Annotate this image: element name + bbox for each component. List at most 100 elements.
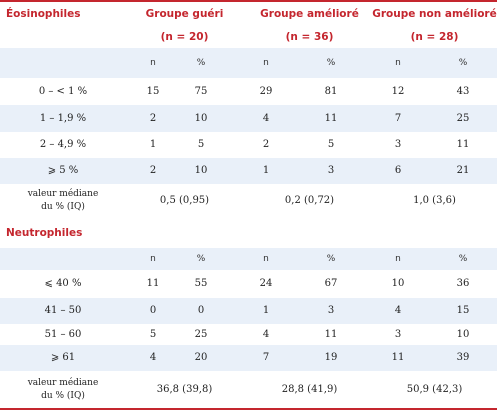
cell-value: 15 — [456, 305, 470, 316]
table-row: ⩽ 40 % 11 55 24 67 10 36 — [0, 270, 497, 298]
cell-value: 2 — [149, 112, 157, 124]
cell-value: 20 — [194, 352, 208, 363]
group-count-ameliore: (n = 36) — [285, 31, 334, 43]
col-pct-3: % — [458, 254, 468, 264]
cell-value: 2 — [262, 139, 270, 150]
cell-value: 12 — [391, 85, 405, 97]
cell-value: 10 — [194, 112, 208, 124]
col-n-3: n — [395, 254, 401, 264]
cell-value: 25 — [456, 112, 470, 124]
median-row-neutrophiles: valeur médiane du % (IQ) 36,8 (39,8) 28,… — [0, 371, 497, 408]
cell-value: 7 — [262, 352, 270, 363]
cell-value: 29 — [259, 85, 273, 97]
median-row-eosinophiles: valeur médiane du % (IQ) 0,5 (0,95) 0,2 … — [0, 184, 497, 218]
cell-value: 39 — [456, 352, 470, 363]
median-label-line1: valeur médiane — [27, 377, 99, 388]
cell-value: 4 — [262, 112, 270, 124]
median-label-line1: valeur médiane — [27, 189, 99, 199]
group-count-gueri: (n = 20) — [160, 31, 209, 43]
cell-value: 7 — [394, 112, 402, 124]
cell-value: 81 — [324, 85, 338, 97]
row-label: 2 – 4,9 % — [39, 139, 87, 150]
row-label: ⩾ 61 — [50, 352, 76, 363]
table-top-border — [0, 0, 497, 2]
cell-value: 6 — [394, 165, 402, 176]
col-pct-2: % — [326, 254, 336, 264]
cell-value: 3 — [327, 165, 335, 176]
cell-value: 10 — [456, 328, 470, 340]
col-pct-2: % — [326, 58, 336, 68]
cell-value: 3 — [327, 305, 335, 316]
cell-value: 75 — [194, 85, 208, 97]
section-row-neutrophiles: Neutrophiles — [0, 218, 497, 248]
group-header-gueri: Groupe guéri — [145, 8, 224, 20]
cell-value: 11 — [146, 278, 160, 289]
group-count-non-ameliore: (n = 28) — [410, 31, 459, 43]
cell-value: 11 — [391, 352, 405, 363]
cell-value: 4 — [394, 305, 402, 316]
median-label: valeur médiane du % (IQ) — [4, 184, 122, 218]
header-row-counts: (n = 20) (n = 36) (n = 28) — [0, 26, 497, 48]
cell-value: 21 — [456, 165, 470, 176]
median-label: valeur médiane du % (IQ) — [4, 371, 122, 408]
cell-value: 4 — [149, 352, 157, 363]
cell-value: 0 — [149, 305, 157, 316]
group-header-ameliore: Groupe amélioré — [260, 8, 359, 20]
section-title-neutrophiles: Neutrophiles — [6, 227, 83, 239]
cell-value: 1 — [262, 165, 270, 176]
median-value-gueri: 36,8 (39,8) — [156, 383, 213, 395]
cell-value: 4 — [262, 328, 270, 340]
cell-value: 3 — [394, 139, 402, 150]
table-row: 51 – 60 5 25 4 11 3 10 — [0, 324, 497, 345]
cell-value: 67 — [324, 278, 338, 289]
cell-value: 1 — [262, 305, 270, 316]
cell-value: 5 — [149, 328, 157, 340]
cell-value: 10 — [194, 165, 208, 176]
cell-value: 5 — [327, 139, 335, 150]
table-row: 41 – 50 0 0 1 3 4 15 — [0, 298, 497, 324]
col-n-3: n — [395, 58, 401, 68]
cell-value: 43 — [456, 85, 470, 97]
cell-value: 10 — [391, 278, 405, 289]
section-title-eosinophiles: Éosinophiles — [6, 8, 81, 20]
col-n-1: n — [150, 58, 156, 68]
median-value-ameliore: 0,2 (0,72) — [284, 195, 335, 206]
col-n-2: n — [263, 254, 269, 264]
col-pct-1: % — [196, 254, 206, 264]
cell-value: 2 — [149, 165, 157, 176]
table-row: 2 – 4,9 % 1 5 2 5 3 11 — [0, 132, 497, 158]
eos-subheader-row: n % n % n % — [0, 48, 497, 78]
row-label: ⩾ 5 % — [47, 165, 79, 176]
cell-value: 0 — [197, 305, 205, 316]
table-row: 0 – < 1 % 15 75 29 81 12 43 — [0, 78, 497, 105]
row-label: ⩽ 40 % — [44, 278, 82, 289]
median-value-ameliore: 28,8 (41,9) — [281, 383, 338, 395]
cell-value: 11 — [456, 139, 470, 150]
cell-value: 55 — [194, 278, 208, 289]
col-n-2: n — [263, 58, 269, 68]
row-label: 0 – < 1 % — [38, 85, 88, 97]
median-value-gueri: 0,5 (0,95) — [159, 195, 210, 206]
table-row: 1 – 1,9 % 2 10 4 11 7 25 — [0, 105, 497, 132]
table-row: ⩾ 5 % 2 10 1 3 6 21 — [0, 158, 497, 184]
table-row: ⩾ 61 4 20 7 19 11 39 — [0, 345, 497, 371]
cell-value: 5 — [197, 139, 205, 150]
cell-value: 25 — [194, 328, 208, 340]
col-n-1: n — [150, 254, 156, 264]
median-value-non-ameliore: 1,0 (3,6) — [413, 195, 456, 206]
median-label-line2: du % (IQ) — [41, 202, 85, 212]
cell-value: 11 — [324, 112, 338, 124]
neutro-subheader-row: n % n % n % — [0, 248, 497, 270]
cell-value: 3 — [394, 328, 402, 340]
col-pct-1: % — [196, 58, 206, 68]
header-row-groups: Éosinophiles Groupe guéri Groupe amélior… — [0, 2, 497, 26]
col-pct-3: % — [458, 58, 468, 68]
row-label: 51 – 60 — [44, 328, 82, 340]
median-value-non-ameliore: 50,9 (42,3) — [406, 383, 463, 395]
cell-value: 1 — [149, 139, 157, 150]
cell-value: 24 — [259, 278, 273, 289]
cell-value: 19 — [324, 352, 338, 363]
cell-value: 36 — [456, 278, 470, 289]
row-label: 1 – 1,9 % — [39, 112, 87, 124]
